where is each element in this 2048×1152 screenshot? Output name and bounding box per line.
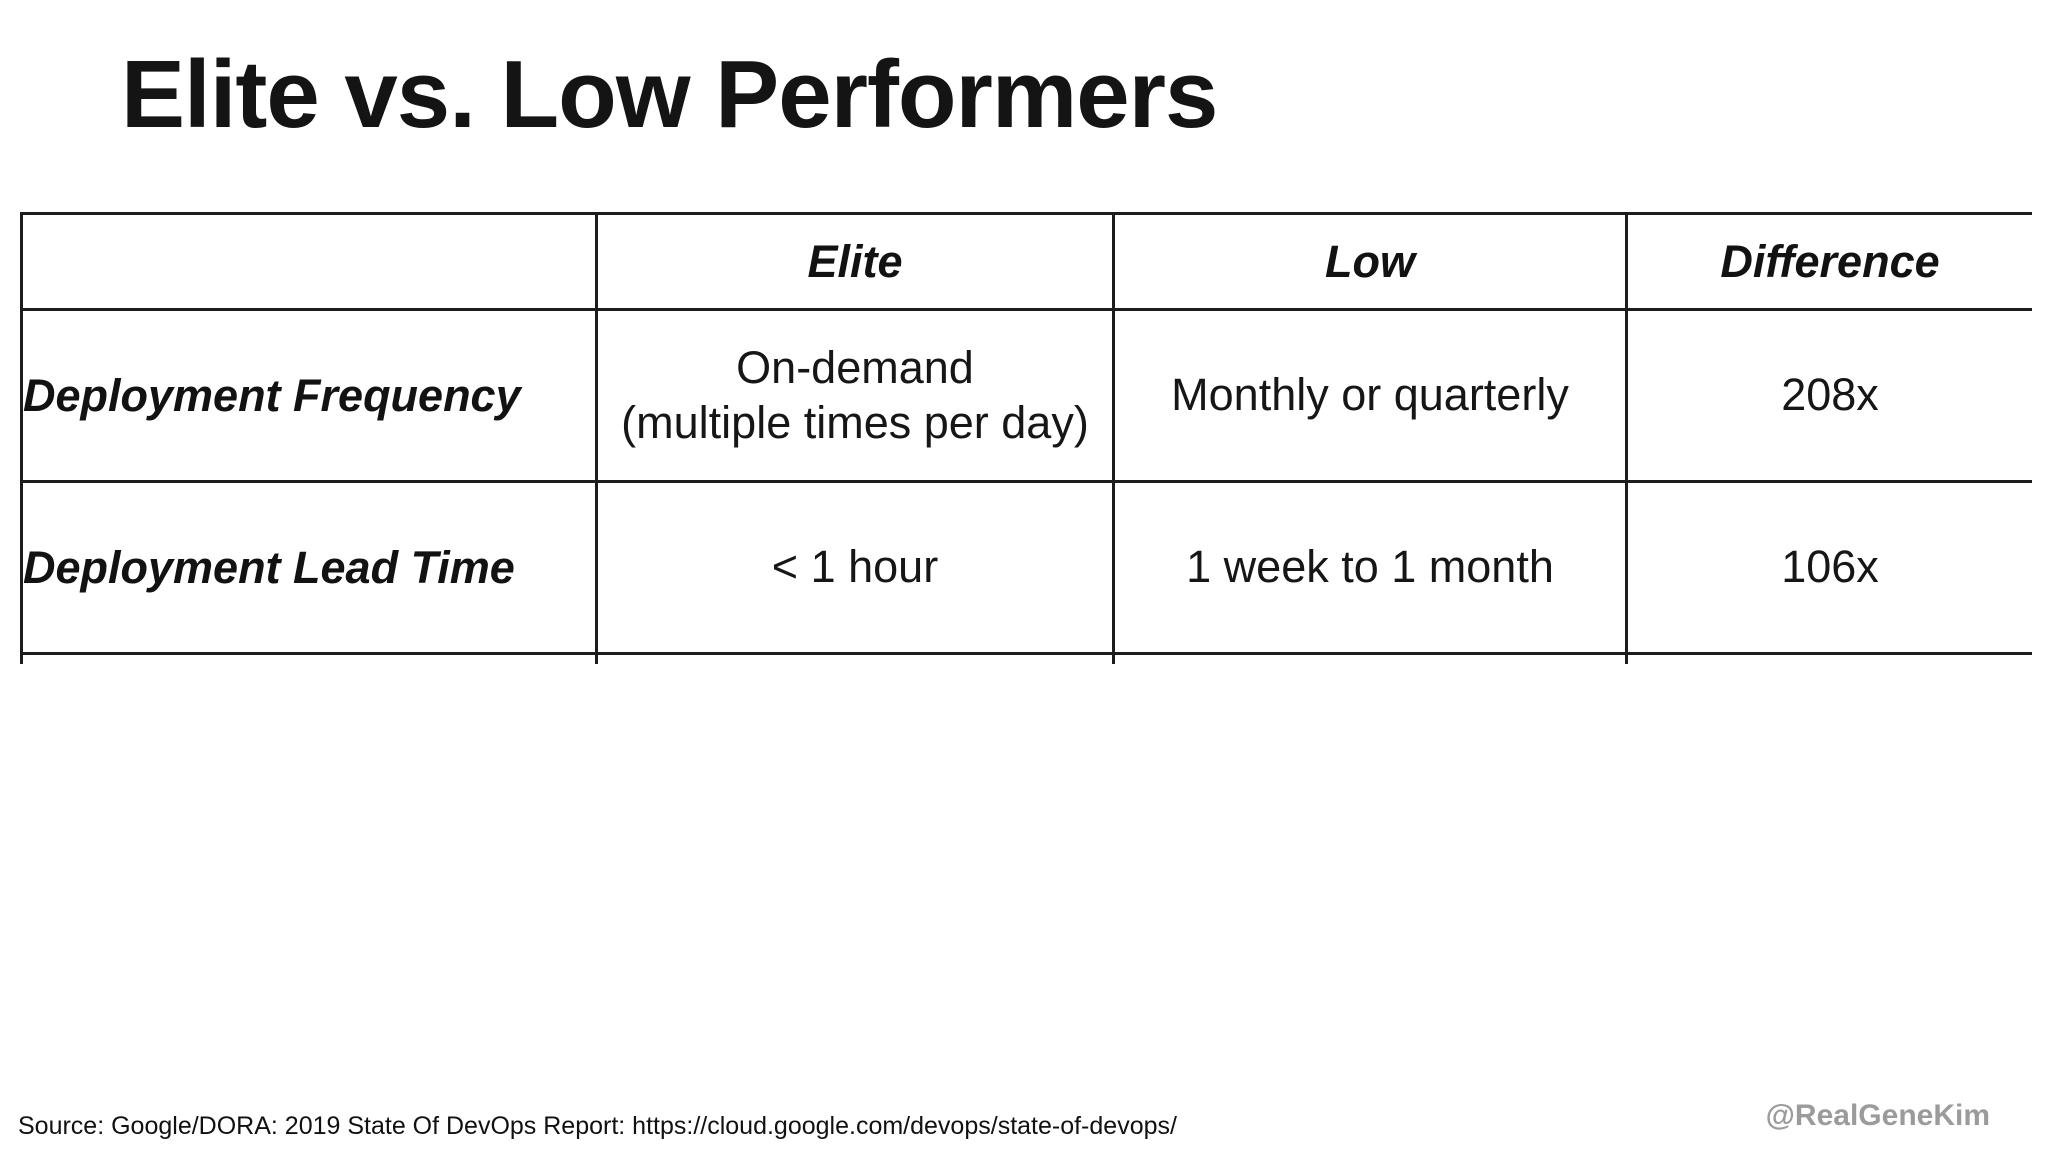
column-header-metric	[20, 212, 598, 311]
column-header-low: Low	[1112, 212, 1628, 311]
cell-cutoff	[20, 652, 598, 664]
cell-cutoff	[595, 652, 1115, 664]
cell-frequency-low: Monthly or quarterly	[1112, 308, 1628, 483]
table-header-row: Elite Low Difference	[20, 212, 2032, 311]
cell-leadtime-low: 1 week to 1 month	[1112, 480, 1628, 655]
cell-cutoff	[1625, 652, 2032, 664]
column-header-difference: Difference	[1625, 212, 2032, 311]
table-row: Deployment Frequency On-demand (multiple…	[20, 308, 2032, 483]
cell-frequency-elite: On-demand (multiple times per day)	[595, 308, 1115, 483]
table-row: Deployment Lead Time < 1 hour 1 week to …	[20, 480, 2032, 655]
page-title: Elite vs. Low Performers	[121, 41, 1218, 148]
row-label-deployment-lead-time: Deployment Lead Time	[20, 480, 598, 655]
row-label-deployment-frequency: Deployment Frequency	[20, 308, 598, 483]
cell-leadtime-difference: 106x	[1625, 480, 2032, 655]
table-row-cutoff	[20, 652, 2032, 664]
cell-frequency-difference: 208x	[1625, 308, 2032, 483]
twitter-handle: @RealGeneKim	[1765, 1099, 1990, 1132]
column-header-elite: Elite	[595, 212, 1115, 311]
cell-leadtime-elite: < 1 hour	[595, 480, 1115, 655]
source-citation: Source: Google/DORA: 2019 State Of DevOp…	[18, 1112, 1177, 1140]
comparison-table-container: Elite Low Difference Deployment Frequenc…	[20, 212, 2032, 664]
cell-cutoff	[1112, 652, 1628, 664]
comparison-table: Elite Low Difference Deployment Frequenc…	[20, 212, 2032, 664]
